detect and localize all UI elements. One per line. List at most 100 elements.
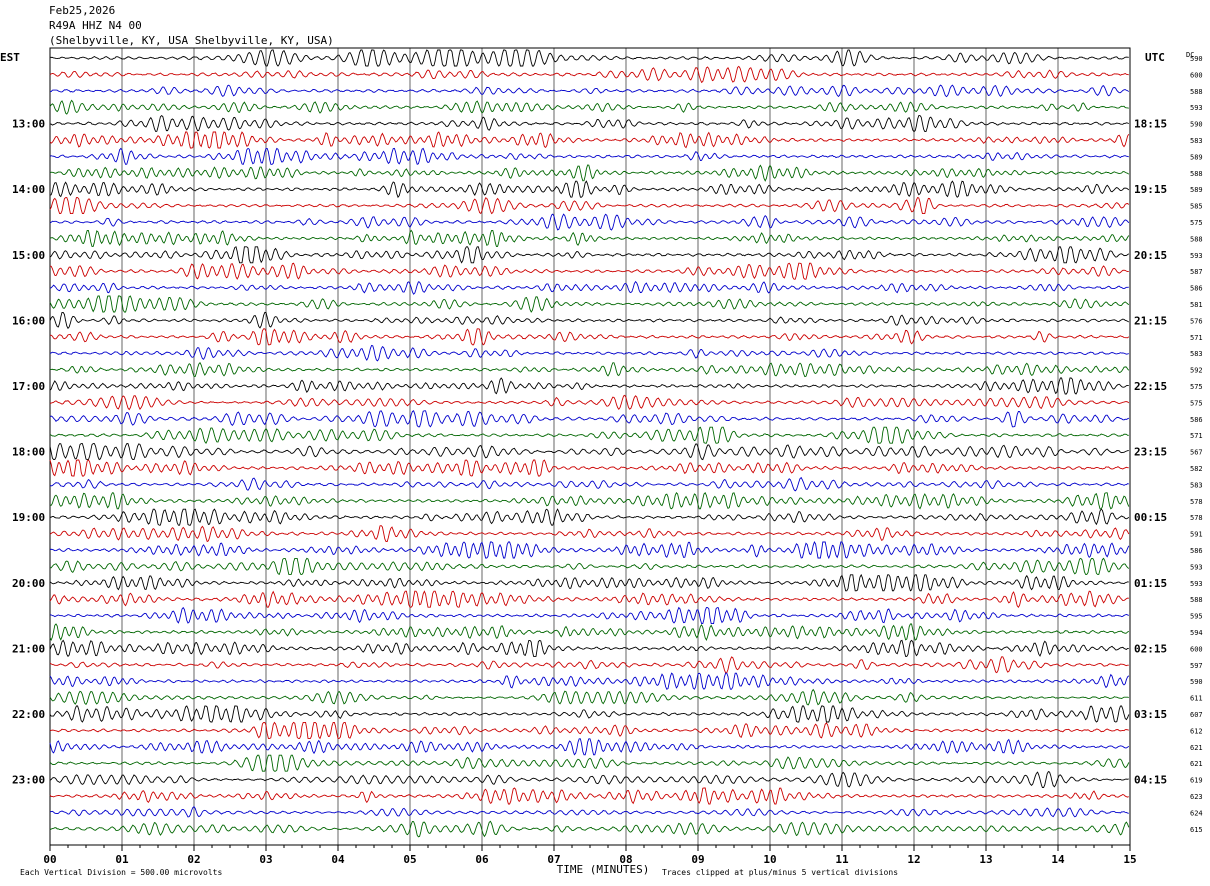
utc-hour-label: 04:15 [1134, 774, 1167, 787]
dc-value: 590 [1190, 55, 1203, 63]
station-location: (Shelbyville, KY, USA Shelbyville, KY, U… [49, 34, 334, 47]
dc-value: 582 [1190, 465, 1203, 473]
clipping-note: Traces clipped at plus/minus 5 vertical … [662, 868, 898, 877]
utc-hour-label: 20:15 [1134, 249, 1167, 262]
x-tick-label: 14 [1051, 853, 1065, 866]
dc-value: 586 [1190, 547, 1203, 555]
dc-value: 590 [1190, 678, 1203, 686]
est-hour-label: 21:00 [12, 642, 45, 655]
dc-value: 578 [1190, 498, 1203, 506]
axis-labels: 00 01 02 03 04 05 06 07 08 09 10 11 12 13 14 15 590 600 58… [0, 51, 1203, 877]
trace-row [49, 705, 1130, 723]
x-tick-label: 05 [403, 853, 416, 866]
trace-row [49, 344, 1129, 362]
dc-value: 588 [1190, 596, 1203, 604]
est-hour-label: 18:00 [12, 446, 45, 459]
utc-hour-label: 21:15 [1134, 314, 1167, 327]
trace-row [49, 672, 1130, 690]
dc-value: 588 [1190, 170, 1203, 178]
utc-hour-label: 01:15 [1134, 577, 1167, 590]
dc-value: 575 [1190, 399, 1203, 407]
x-tick-label: 04 [331, 853, 345, 866]
trace-row [49, 590, 1129, 608]
x-tick-label: 10 [763, 853, 776, 866]
dc-value: 621 [1190, 760, 1203, 768]
trace-row [49, 410, 1130, 428]
est-hour-label: 22:00 [12, 708, 45, 721]
x-tick-label: 15 [1123, 853, 1136, 866]
dc-value: 576 [1190, 317, 1203, 325]
est-hour-label: 23:00 [12, 774, 45, 787]
dc-value: 594 [1190, 629, 1203, 637]
trace-row [49, 606, 1129, 625]
dc-value: 585 [1190, 203, 1203, 211]
trace-row [49, 639, 1129, 658]
trace-row [49, 806, 1129, 818]
vertical-division-note: Each Vertical Division = 500.00 microvol… [20, 868, 222, 877]
dc-value: 575 [1190, 219, 1203, 227]
dc-value: 589 [1190, 186, 1203, 194]
dc-value: 593 [1190, 563, 1203, 571]
trace-row [49, 311, 1130, 330]
x-tick-label: 01 [115, 853, 129, 866]
est-hour-label: 17:00 [12, 380, 45, 393]
grid-lines [49, 47, 1131, 851]
dc-value: 624 [1190, 809, 1203, 817]
trace-row [49, 771, 1129, 789]
dc-value: 593 [1190, 580, 1203, 588]
trace-row [49, 508, 1130, 526]
utc-hour-label: 22:15 [1134, 380, 1167, 393]
dc-value: 612 [1190, 727, 1203, 735]
trace-row [49, 573, 1129, 592]
est-hour-label: 16:00 [12, 314, 45, 327]
dc-value: 619 [1190, 777, 1203, 785]
utc-axis-label: UTC [1145, 51, 1165, 64]
utc-hour-label: 23:15 [1134, 446, 1167, 459]
utc-hour-label: 02:15 [1134, 642, 1167, 655]
trace-row [49, 328, 1130, 346]
utc-hour-label: 03:15 [1134, 708, 1167, 721]
trace-row [49, 180, 1130, 199]
est-hour-label: 20:00 [12, 577, 45, 590]
dc-value: 589 [1190, 153, 1203, 161]
dc-value: 571 [1190, 334, 1203, 342]
trace-row [49, 476, 1129, 492]
x-tick-label: 09 [691, 853, 704, 866]
trace-row [49, 623, 1130, 641]
est-hour-label: 19:00 [12, 511, 45, 524]
x-tick-label: 11 [835, 853, 849, 866]
trace-row [49, 147, 1129, 165]
est-hour-label: 15:00 [12, 249, 45, 262]
x-tick-label: 13 [979, 853, 992, 866]
trace-row [49, 262, 1129, 280]
dc-value: 587 [1190, 268, 1203, 276]
dc-value: 583 [1190, 137, 1203, 145]
utc-hour-label: 00:15 [1134, 511, 1167, 524]
x-tick-label: 06 [475, 853, 489, 866]
trace-row [49, 377, 1129, 395]
trace-row [49, 164, 1130, 182]
est-hour-label: 14:00 [12, 183, 45, 196]
dc-value: 591 [1190, 531, 1203, 539]
trace-row [49, 721, 1129, 740]
dc-value: 621 [1190, 744, 1203, 752]
trace-row [49, 246, 1130, 264]
trace-row [49, 820, 1130, 838]
dc-value: 611 [1190, 695, 1203, 703]
trace-row [49, 738, 1130, 756]
trace-row [49, 295, 1130, 313]
dc-value: 623 [1190, 793, 1203, 801]
dc-value: 593 [1190, 252, 1203, 260]
trace-row [49, 213, 1130, 231]
dc-column-label: DC [1186, 51, 1194, 59]
trace-row [49, 459, 1129, 477]
trace-row [49, 540, 1130, 560]
trace-row [49, 114, 1130, 133]
dc-value: 592 [1190, 367, 1203, 375]
dc-value: 597 [1190, 662, 1203, 670]
utc-hour-label: 19:15 [1134, 183, 1167, 196]
trace-row [49, 443, 1129, 461]
plot-frame [49, 47, 1131, 846]
dc-value: 583 [1190, 481, 1203, 489]
